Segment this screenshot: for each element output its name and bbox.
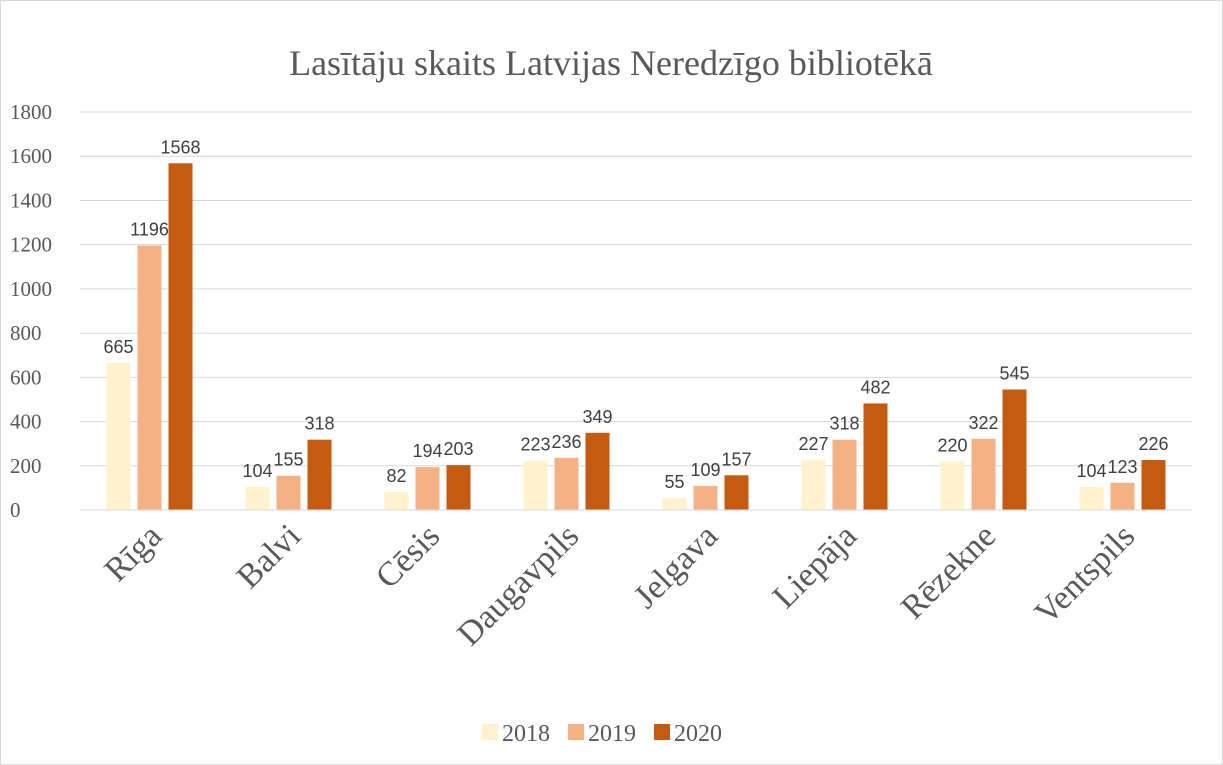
y-tick-label: 1400 [10, 188, 52, 212]
bar [554, 457, 579, 510]
legend-swatch [568, 724, 584, 740]
bar [1110, 482, 1135, 510]
bar [523, 460, 548, 510]
y-tick-label: 400 [10, 410, 42, 434]
value-label: 155 [273, 450, 303, 470]
legend-label: 2018 [502, 721, 550, 747]
value-label: 545 [999, 363, 1029, 383]
bar [693, 485, 718, 510]
value-label: 223 [520, 435, 550, 455]
value-label: 109 [690, 460, 720, 480]
value-label: 104 [242, 461, 272, 481]
bar [446, 465, 471, 510]
bar [801, 459, 826, 510]
bar [1141, 460, 1166, 510]
y-tick-label: 0 [10, 498, 21, 522]
bar [415, 467, 440, 510]
y-tick-label: 200 [10, 454, 42, 478]
value-label: 123 [1107, 457, 1137, 477]
legend-label: 2020 [674, 721, 722, 747]
value-label: 482 [860, 377, 890, 397]
value-label: 318 [829, 414, 859, 434]
legend-swatch [654, 724, 670, 740]
value-label: 322 [968, 413, 998, 433]
bar [384, 491, 409, 510]
bar [168, 163, 193, 510]
legend-swatch [482, 724, 498, 740]
bar [1002, 389, 1027, 510]
bar [832, 439, 857, 510]
y-tick-label: 600 [10, 365, 42, 389]
y-tick-label: 1200 [10, 233, 52, 257]
value-label: 1196 [130, 220, 169, 240]
bar [724, 475, 749, 510]
value-label: 1568 [160, 137, 200, 157]
value-label: 203 [443, 439, 473, 459]
bar [585, 432, 610, 510]
y-tick-label: 800 [10, 321, 42, 345]
bar [276, 475, 301, 510]
value-label: 349 [582, 407, 612, 427]
bar [1079, 487, 1104, 510]
y-tick-label: 1600 [10, 144, 52, 168]
bar [307, 439, 332, 510]
y-tick-label: 1800 [10, 100, 52, 124]
value-label: 236 [551, 432, 581, 452]
bar [106, 362, 131, 510]
value-label: 55 [664, 472, 684, 492]
value-label: 104 [1076, 461, 1106, 481]
legend-label: 2019 [588, 721, 636, 747]
chart-title: Lasītāju skaits Latvijas Neredzīgo bibli… [289, 43, 933, 83]
bar [137, 245, 162, 510]
value-label: 226 [1138, 434, 1168, 454]
value-label: 82 [386, 466, 406, 486]
bar [662, 497, 687, 510]
y-tick-label: 1000 [10, 277, 52, 301]
bar [863, 403, 888, 510]
value-label: 194 [412, 441, 442, 461]
value-label: 157 [721, 449, 751, 469]
value-label: 220 [937, 435, 967, 455]
value-label: 227 [798, 434, 828, 454]
value-label: 318 [304, 414, 334, 434]
bar [245, 487, 270, 510]
value-label: 665 [103, 337, 133, 357]
bar [971, 438, 996, 510]
bar [940, 461, 965, 510]
